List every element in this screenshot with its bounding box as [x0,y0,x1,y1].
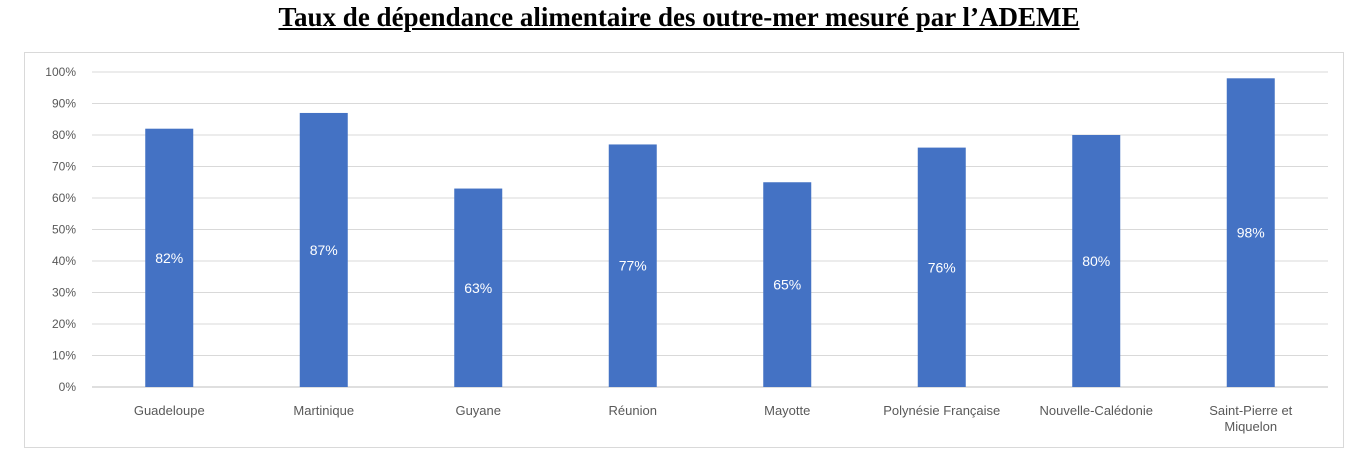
x-tick-label: Guadeloupe [134,403,205,418]
y-tick-label: 70% [52,160,76,174]
x-tick-label: Réunion [609,403,657,418]
x-tick-label: Polynésie Française [883,403,1000,418]
y-tick-label: 10% [52,349,76,363]
data-label: 82% [155,250,183,266]
bar [608,144,657,387]
bar [454,188,503,387]
y-tick-label: 80% [52,128,76,142]
bar [763,182,812,387]
bar [299,112,348,387]
page-title: Taux de dépendance alimentaire des outre… [278,2,1080,32]
data-label: 80% [1082,253,1110,269]
y-tick-label: 40% [52,254,76,268]
x-tick-label: Martinique [293,403,354,418]
data-label: 98% [1237,225,1265,241]
y-tick-label: 100% [45,65,76,79]
data-label: 63% [464,280,492,296]
y-tick-label: 30% [52,286,76,300]
bar [1072,135,1121,387]
data-label: 87% [310,242,338,258]
y-tick-label: 50% [52,223,76,237]
y-tick-label: 0% [59,380,77,394]
x-tick-label: Nouvelle-Calédonie [1040,403,1153,418]
data-label: 77% [619,258,647,274]
x-tick-label: Guyane [455,403,501,418]
y-tick-label: 20% [52,317,76,331]
chart-frame [24,52,1344,448]
x-tick-label: Saint-Pierre et Miquelon [1209,403,1292,434]
bar [145,128,194,387]
bar [917,147,966,387]
bar [1226,78,1275,388]
data-label: 76% [928,259,956,275]
y-tick-label: 60% [52,191,76,205]
x-tick-label: Mayotte [764,403,810,418]
y-tick-label: 90% [52,97,76,111]
data-label: 65% [773,277,801,293]
